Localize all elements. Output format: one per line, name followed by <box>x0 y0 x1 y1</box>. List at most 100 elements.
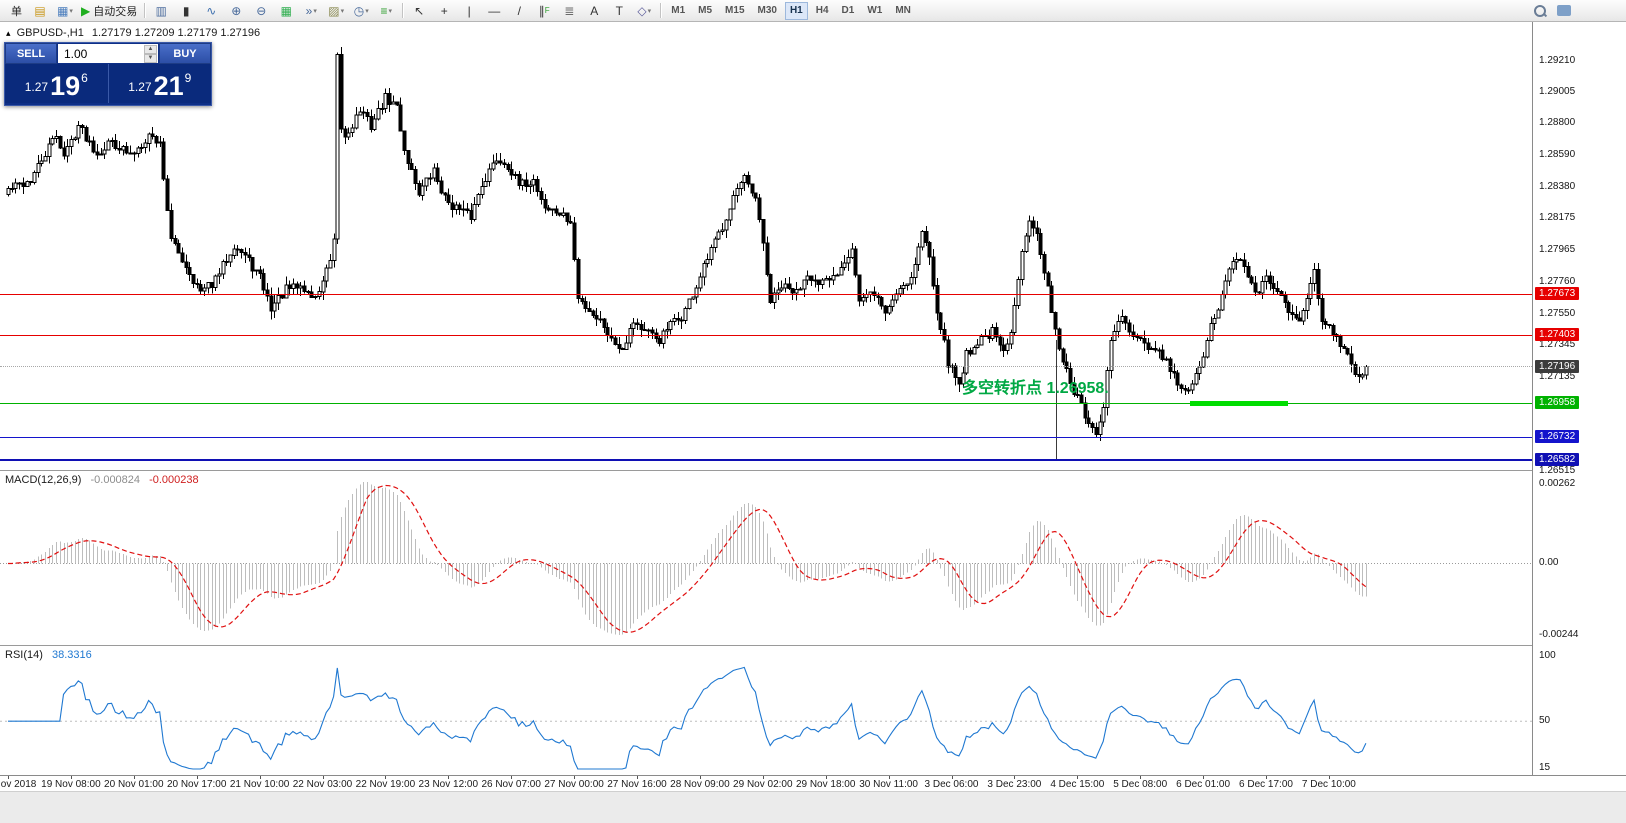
periods-icon[interactable]: ◷ ▾ <box>353 3 369 18</box>
cursor-icon[interactable]: ↖ <box>414 3 425 18</box>
macd-label: MACD(12,26,9) -0.000824 -0.000238 <box>5 474 199 486</box>
time-tick <box>825 776 827 779</box>
toolbar-separator <box>402 3 404 18</box>
pane-separator-macd[interactable] <box>0 470 1626 472</box>
bottom-strip <box>0 791 1626 823</box>
price-scale-label: 1.26515 <box>1539 465 1576 476</box>
chart-symbol-label: GBPUSD-,H1 <box>16 27 84 39</box>
buy-button[interactable]: BUY <box>159 43 211 64</box>
time-label: 28 Nov 09:00 <box>670 779 730 790</box>
time-tick <box>951 776 953 779</box>
indicators-icon[interactable]: ≡ ▾ <box>380 3 392 18</box>
shapes-icon[interactable]: ◇ ▾ <box>637 3 652 18</box>
pane-separator-rsi[interactable] <box>0 645 1626 647</box>
zoom-in-icon[interactable]: ⊕ <box>231 3 242 18</box>
macd-chart[interactable] <box>0 472 1532 645</box>
time-tick <box>385 776 387 779</box>
rsi-chart[interactable] <box>0 647 1532 775</box>
candlestick-chart-icon[interactable]: ▮ <box>182 3 190 18</box>
collapse-one-click-icon[interactable]: ▴ <box>6 28 11 38</box>
auto-trading-button[interactable]: ▶ 自动交易 <box>81 3 138 18</box>
green-trend-segment <box>1190 400 1288 406</box>
new-order-button[interactable]: 单 <box>11 5 22 18</box>
volume-down-icon[interactable]: ▼ <box>144 54 157 63</box>
sell-price-sup: 6 <box>81 71 88 85</box>
timeframe-m1-button[interactable]: M1 <box>671 4 686 16</box>
rsi-scale-mid: 50 <box>1539 715 1551 727</box>
trendline-icon[interactable]: / <box>517 3 521 18</box>
time-label: 27 Nov 16:00 <box>607 779 667 790</box>
pivot-annotation: 多空转折点 1.26958. <box>962 380 1109 397</box>
time-label: 20 Nov 01:00 <box>104 779 164 790</box>
time-label: 16 Nov 2018 <box>0 779 37 790</box>
chat-icon[interactable] <box>1557 5 1571 16</box>
time-label: 30 Nov 11:00 <box>859 779 918 790</box>
time-tick <box>699 776 701 779</box>
time-label: 22 Nov 19:00 <box>355 779 416 790</box>
macd-value-main: -0.000824 <box>90 474 141 486</box>
time-label: 22 Nov 03:00 <box>292 779 353 790</box>
time-label: 19 Nov 08:00 <box>41 779 101 790</box>
timeframe-d1-button[interactable]: D1 <box>841 4 855 16</box>
time-label: 23 Nov 12:00 <box>418 779 479 790</box>
macd-scale-bottom: -0.00244 <box>1539 629 1579 640</box>
channel-icon[interactable]: ∥ F <box>538 3 550 18</box>
timeframe-h1-button[interactable]: H1 <box>784 1 808 20</box>
price-tag-pivot-green: 1.26958 <box>1535 396 1580 410</box>
price-scale-label: 1.29005 <box>1539 86 1576 98</box>
timeframe-m30-button[interactable]: M30 <box>757 4 777 16</box>
time-tick <box>70 776 72 779</box>
search-icon[interactable] <box>1533 4 1547 18</box>
one-click-trading-panel: SELL ▲ ▼ BUY 1.27 19 6 1.27 21 9 <box>4 42 212 106</box>
market-watch-icon[interactable]: ▤ <box>34 3 46 18</box>
timeframe-m15-button[interactable]: M15 <box>725 4 745 16</box>
time-label: 6 Dec 17:00 <box>1239 779 1293 790</box>
buy-price-big: 21 <box>153 71 184 102</box>
sell-price-big: 19 <box>50 71 81 102</box>
price-chart[interactable] <box>0 22 1532 470</box>
buy-price-small: 1.27 <box>128 80 152 94</box>
main-toolbar: 单 ▤ ▦ ▾ ▶ 自动交易 ▥ ▮ ∿ ⊕ ⊖ ▦ » ▾ ▨ ▾ ◷ ▾ ≡ ▾ ↖ + | — / ∥ F ≣ A T ◇ ▾ M1 M5 M… <box>0 0 1626 22</box>
text-icon[interactable]: A <box>590 3 599 18</box>
sell-price-button[interactable]: 1.27 19 6 <box>5 64 109 103</box>
rsi-value: 38.3316 <box>51 649 92 661</box>
time-tick <box>574 776 576 779</box>
toolbar-separator <box>144 3 146 18</box>
buy-price-button[interactable]: 1.27 21 9 <box>108 64 211 103</box>
timeframe-h4-button[interactable]: H4 <box>815 4 829 16</box>
time-label: 7 Dec 10:00 <box>1301 779 1356 790</box>
crosshair-icon[interactable]: + <box>440 3 448 18</box>
price-axis[interactable]: 0.00262 0.00 -0.00244 100 50 15 1.29210 1… <box>1532 22 1626 775</box>
new-chart-icon[interactable]: ▦ ▾ <box>57 3 73 18</box>
price-scale-label: 1.28800 <box>1539 117 1576 129</box>
tile-windows-icon[interactable]: ▦ <box>280 3 292 18</box>
timeframe-m5-button[interactable]: M5 <box>698 4 713 16</box>
chart-header: ▴ GBPUSD-,H1 1.27179 1.27209 1.27179 1.2… <box>6 27 260 39</box>
time-label: 3 Dec 06:00 <box>924 779 979 790</box>
time-tick <box>1266 776 1267 779</box>
price-scale-label: 1.27135 <box>1539 370 1576 382</box>
price-scale-label: 1.29210 <box>1539 55 1576 66</box>
price-scale-label: 1.27760 <box>1539 275 1576 287</box>
horizontal-line-icon[interactable]: — <box>488 3 501 18</box>
timeframe-w1-button[interactable]: W1 <box>867 4 883 16</box>
time-tick <box>1328 776 1330 779</box>
bar-chart-icon[interactable]: ▥ <box>155 3 167 18</box>
level-line-1.27196 <box>0 366 1532 368</box>
time-label: 29 Nov 02:00 <box>733 779 793 790</box>
sell-button[interactable]: SELL <box>5 43 57 64</box>
time-tick <box>637 776 638 779</box>
auto-scroll-icon[interactable]: » ▾ <box>305 3 317 18</box>
fibonacci-icon[interactable]: ≣ <box>564 3 575 18</box>
volume-up-icon[interactable]: ▲ <box>144 45 157 54</box>
line-chart-icon[interactable]: ∿ <box>206 3 217 18</box>
time-tick <box>888 776 890 779</box>
zoom-out-icon[interactable]: ⊖ <box>256 3 267 18</box>
timeframe-mn-button[interactable]: MN <box>895 4 911 16</box>
vertical-line-icon[interactable]: | <box>467 3 471 18</box>
level-line-1.27673 <box>0 293 1532 295</box>
label-icon[interactable]: T <box>615 3 623 18</box>
volume-input[interactable] <box>58 45 136 62</box>
templates-icon[interactable]: ▨ ▾ <box>328 3 345 18</box>
